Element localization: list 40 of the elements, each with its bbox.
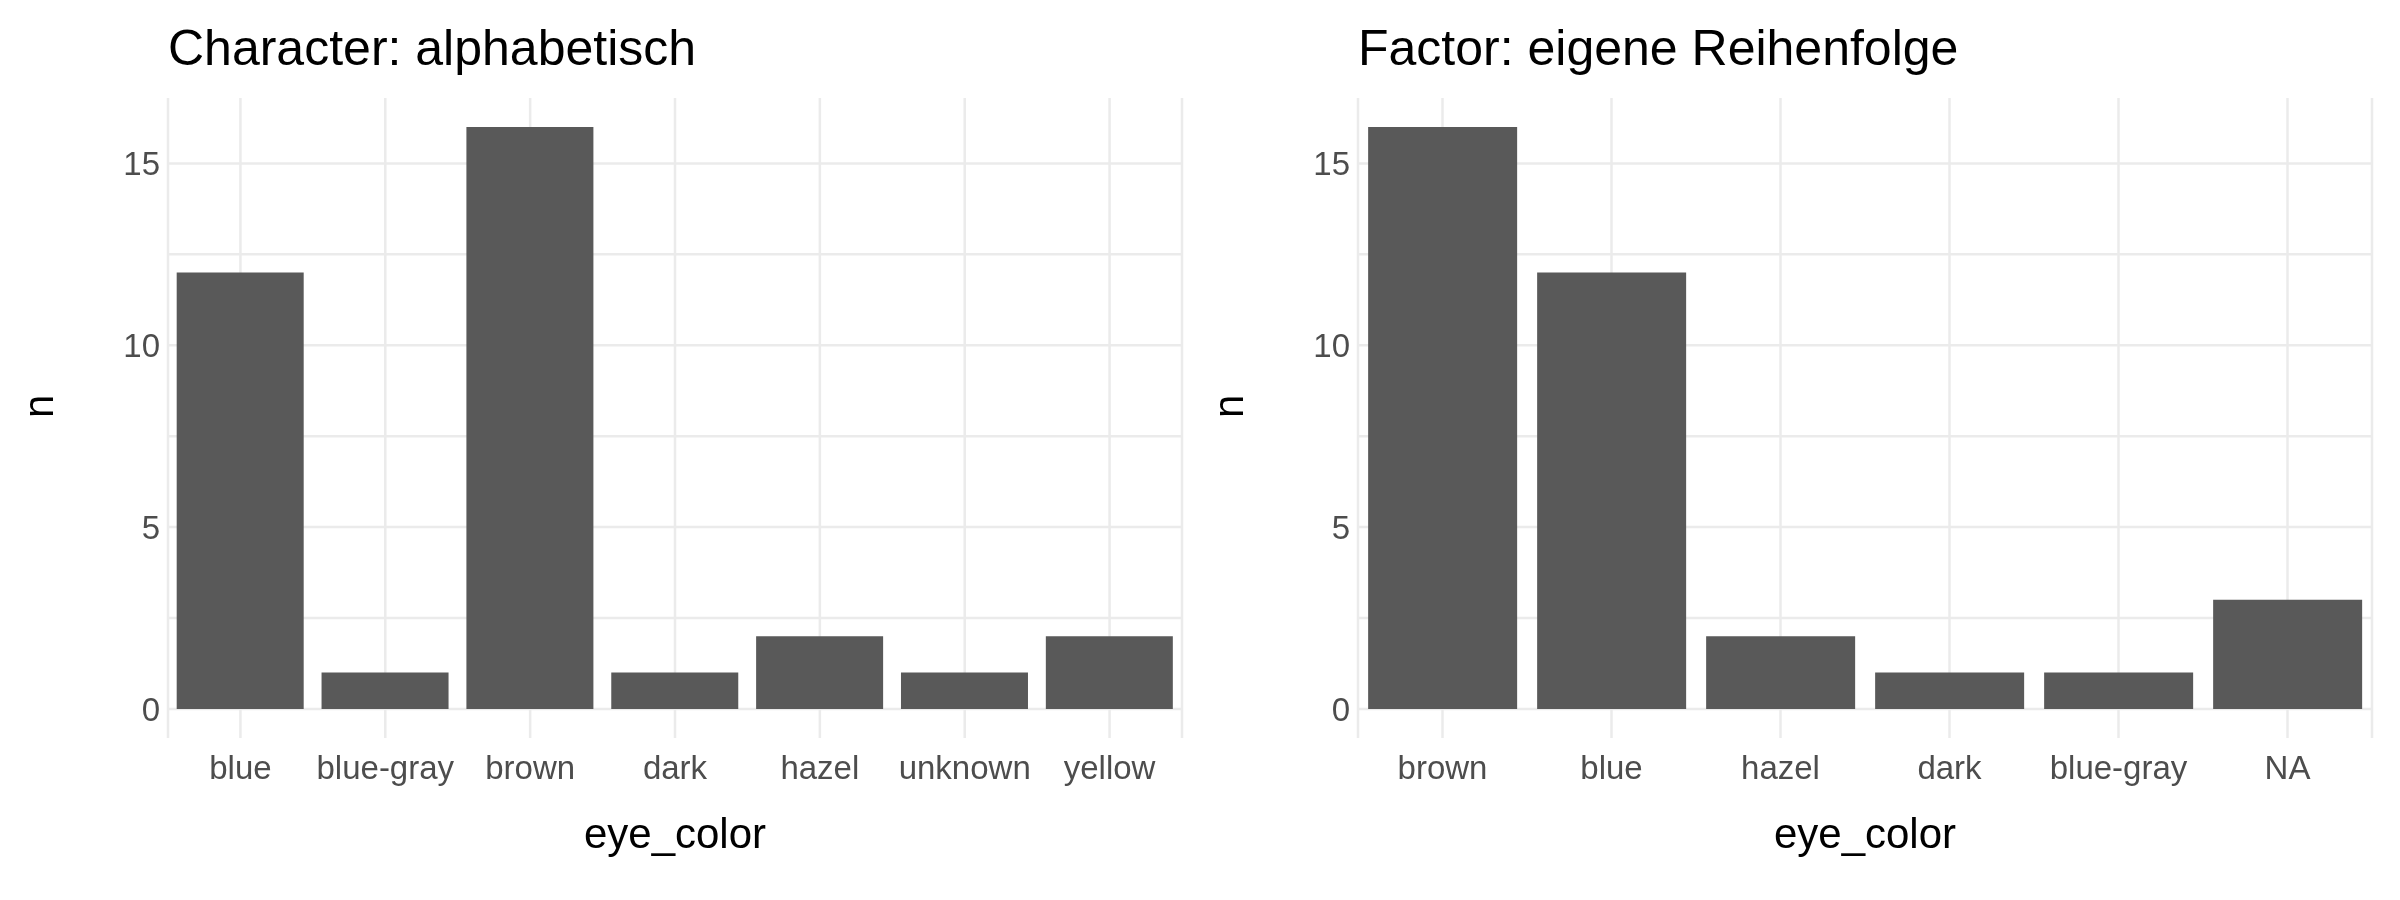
bar	[1706, 636, 1856, 709]
y-axis-title: n	[1204, 394, 1252, 418]
y-axis-title: n	[14, 394, 62, 418]
y-tick-label: 15	[123, 145, 160, 183]
x-tick-label: hazel	[780, 749, 860, 787]
y-tick-label: 0	[1331, 690, 1350, 728]
x-tick-label: dark	[1917, 749, 1983, 787]
x-tick-label: blue-gray	[316, 749, 455, 787]
x-tick-label: blue	[209, 749, 272, 787]
x-axis-title: eye_color	[583, 810, 767, 857]
bar	[1368, 127, 1518, 709]
y-tick-label: 5	[1331, 508, 1350, 546]
x-tick-label: unknown	[898, 749, 1031, 787]
bar	[611, 672, 739, 709]
bar	[1537, 272, 1687, 709]
x-tick-label: hazel	[1741, 749, 1820, 787]
y-tick-label: 10	[123, 326, 160, 364]
chart-title: Character: alphabetisch	[167, 19, 698, 78]
y-tick-label: 5	[141, 508, 160, 546]
bar	[466, 127, 594, 709]
bar	[900, 672, 1028, 709]
x-axis-title: eye_color	[1773, 810, 1957, 857]
bar	[321, 672, 449, 709]
y-tick-label: 0	[141, 690, 160, 728]
bar	[1045, 636, 1173, 709]
bar	[1875, 672, 2025, 709]
bar	[756, 636, 884, 709]
x-tick-label: NA	[2264, 749, 2311, 787]
x-tick-label: brown	[485, 749, 576, 787]
x-tick-label: yellow	[1063, 749, 1156, 787]
x-tick-label: blue-gray	[2049, 749, 2188, 787]
y-tick-label: 10	[1313, 326, 1350, 364]
bar	[2213, 599, 2363, 709]
x-tick-label: blue	[1580, 749, 1643, 787]
x-tick-label: dark	[642, 749, 708, 787]
y-tick-label: 15	[1313, 145, 1350, 183]
bar	[176, 272, 304, 709]
chart-title: Factor: eigene Reihenfolge	[1357, 19, 1960, 78]
bar	[2044, 672, 2194, 709]
x-tick-label: brown	[1397, 749, 1488, 787]
